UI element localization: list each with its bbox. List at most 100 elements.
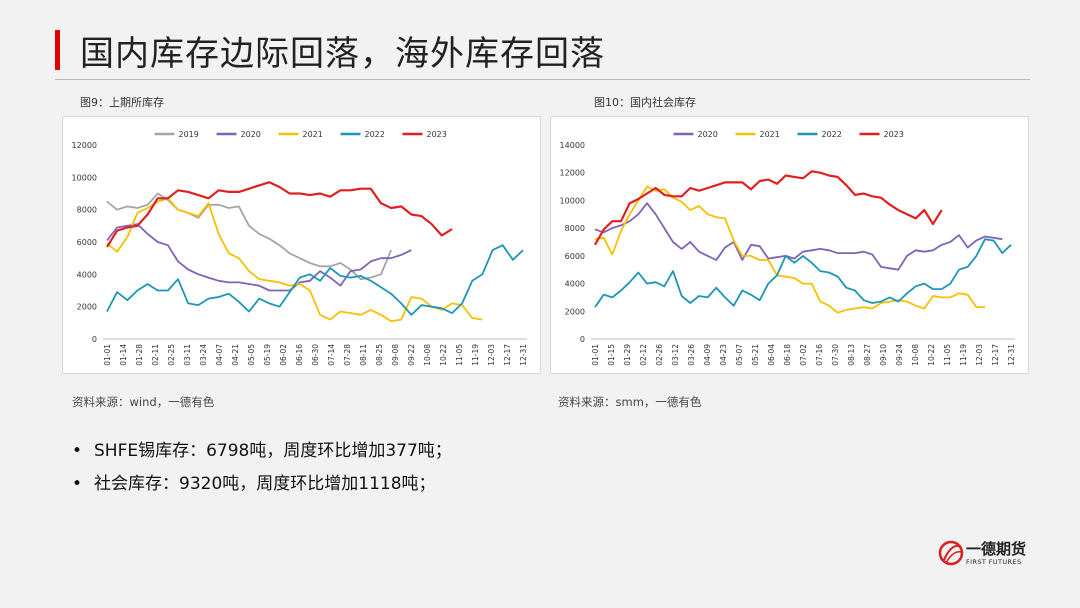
chart1-legend-label: 2019 [179, 130, 199, 139]
chart2-y-tick-label: 0 [580, 335, 585, 344]
chart2-series-2020-line [594, 202, 1003, 271]
chart1-x-tick-label: 07-28 [343, 344, 352, 366]
chart1-x-tick-label: 10-08 [423, 344, 432, 366]
logo-name: 一德期货 [966, 540, 1027, 558]
chart2-x-tick-label: 09-10 [879, 344, 888, 366]
chart1-x-tick-label: 08-25 [375, 344, 384, 366]
chart2-y-tick-label: 8000 [565, 224, 585, 233]
logo-emblem-icon [938, 540, 964, 566]
chart1-x-tick-label: 01-28 [135, 344, 144, 366]
chart2-x-tick-label: 04-23 [719, 344, 728, 366]
chart2-x-tick-label: 12-17 [991, 344, 1000, 366]
chart1-x-tick-label: 11-05 [455, 344, 464, 366]
bullet-text: SHFE锡库存：6798吨，周度环比增加377吨； [94, 441, 452, 461]
chart1-x-tick-label: 09-22 [407, 344, 416, 366]
bullet-list: • SHFE锡库存：6798吨，周度环比增加377吨； • 社会库存：9320吨… [72, 440, 452, 506]
chart1-series-2023-line [106, 181, 453, 248]
chart1-x-tick-label: 02-11 [151, 344, 160, 366]
chart1-series-2019-line [106, 192, 392, 281]
chart1-series-2022-line [106, 244, 524, 316]
chart2-x-tick-label: 07-02 [799, 344, 808, 366]
chart2-x-tick-label: 05-07 [735, 344, 744, 366]
chart2-y-tick-label: 14000 [560, 141, 585, 150]
bullet-text: 社会库存：9320吨，周度环比增加1118吨； [94, 474, 436, 494]
chart1-legend-label: 2023 [427, 130, 447, 139]
chart2-x-tick-label: 06-04 [767, 344, 776, 366]
chart1-series-2020-line [106, 223, 412, 292]
chart1-x-tick-label: 07-14 [327, 344, 336, 366]
chart2-x-tick-label: 10-08 [911, 344, 920, 366]
chart2-x-tick-label: 02-26 [655, 344, 664, 366]
bullet-item: • 社会库存：9320吨，周度环比增加1118吨； [72, 473, 452, 506]
bullet-dot: • [72, 474, 83, 494]
chart2-x-tick-label: 04-09 [703, 344, 712, 366]
chart1-x-tick-label: 02-25 [167, 344, 176, 366]
chart2-y-tick-label: 10000 [560, 196, 585, 205]
bullet-item: • SHFE锡库存：6798吨，周度环比增加377吨； [72, 440, 452, 473]
chart2-legend-label: 2023 [884, 130, 904, 139]
chart1-y-tick-label: 0 [92, 335, 97, 344]
chart1-x-tick-label: 01-14 [119, 344, 128, 366]
chart2-legend-label: 2022 [822, 130, 842, 139]
chart1-x-tick-label: 12-03 [487, 344, 496, 366]
chart2-y-tick-label: 12000 [560, 169, 585, 178]
chart1-y-tick-label: 4000 [77, 270, 97, 279]
chart2-x-tick-label: 01-15 [607, 344, 616, 366]
chart2-series-2022-line [594, 238, 1012, 308]
chart2-x-tick-label: 11-05 [943, 344, 952, 366]
chart1-x-tick-label: 10-22 [439, 344, 448, 366]
chart1-legend-label: 2022 [365, 130, 385, 139]
chart1-x-tick-label: 08-11 [359, 344, 368, 366]
chart2-y-tick-label: 2000 [565, 307, 585, 316]
chart2-x-tick-label: 07-16 [815, 344, 824, 366]
chart2-x-tick-label: 08-27 [863, 344, 872, 366]
chart1-y-tick-label: 2000 [77, 303, 97, 312]
chart2-y-tick-label: 4000 [565, 280, 585, 289]
chart1-y-tick-label: 12000 [72, 141, 97, 150]
chart2-x-tick-label: 11-19 [959, 344, 968, 366]
chart1-caption: 图9：上期所库存 [80, 96, 164, 109]
chart1-x-tick-label: 12-31 [519, 344, 528, 366]
chart1-series-2021-line [106, 197, 483, 323]
company-logo: 一德期货 FIRST FUTURES [938, 536, 1038, 570]
chart2-x-tick-label: 02-12 [639, 344, 648, 366]
chart1-x-tick-label: 04-21 [231, 344, 240, 366]
chart2-legend-label: 2021 [760, 130, 780, 139]
chart1-x-tick-label: 06-16 [295, 344, 304, 366]
chart1-x-tick-label: 03-11 [183, 344, 192, 366]
chart2-x-tick-label: 03-26 [687, 344, 696, 366]
logo-english: FIRST FUTURES [966, 558, 1022, 566]
chart1-svg: 0 2000 4000 6000 8000 10000 12000 01-01 01-14 01-… [72, 130, 528, 366]
chart1-source: 资料来源：wind，一德有色 [72, 395, 215, 409]
chart1-x-tick-label: 11-19 [471, 344, 480, 366]
title-accent-bar [55, 30, 60, 70]
chart1-x-tick-label: 03-24 [199, 344, 208, 366]
chart2-legend-label: 2020 [698, 130, 718, 139]
chart2-svg: 0 2000 4000 6000 8000 10000 12000 14000 01-01 01-… [560, 130, 1016, 366]
chart1-y-tick-label: 8000 [77, 206, 97, 215]
chart1-legend-label: 2021 [303, 130, 323, 139]
chart1-x-tick-label: 04-07 [215, 344, 224, 366]
chart2-source: 资料来源：smm，一德有色 [558, 395, 702, 409]
chart2-x-tick-label: 12-31 [1007, 344, 1016, 366]
chart2-x-tick-label: 09-24 [895, 344, 904, 366]
chart2-series-2021-line [594, 185, 985, 314]
chart2-x-tick-label: 12-03 [975, 344, 984, 366]
chart2-x-tick-label: 05-21 [751, 344, 760, 366]
chart1-x-tick-label: 09-08 [391, 344, 400, 366]
chart1-panel: 0 2000 4000 6000 8000 10000 12000 01-01 01-14 01-… [62, 116, 541, 374]
page-title: 国内库存边际回落，海外库存回落 [80, 34, 605, 74]
chart1-x-tick-label: 05-19 [263, 344, 272, 366]
chart1-x-tick-label: 12-17 [503, 344, 512, 366]
chart2-x-tick-label: 03-12 [671, 344, 680, 366]
chart1-x-tick-label: 06-02 [279, 344, 288, 366]
chart2-panel: 0 2000 4000 6000 8000 10000 12000 14000 01-01 01-… [550, 116, 1029, 374]
chart2-x-tick-label: 07-30 [831, 344, 840, 366]
chart1-x-tick-label: 06-30 [311, 344, 320, 366]
chart2-x-tick-label: 10-22 [927, 344, 936, 366]
chart2-series-2023-line [594, 170, 943, 246]
bullet-dot: • [72, 441, 83, 461]
chart2-y-tick-label: 6000 [565, 252, 585, 261]
chart2-x-tick-label: 06-18 [783, 344, 792, 366]
chart2-x-tick-label: 01-01 [591, 344, 600, 366]
